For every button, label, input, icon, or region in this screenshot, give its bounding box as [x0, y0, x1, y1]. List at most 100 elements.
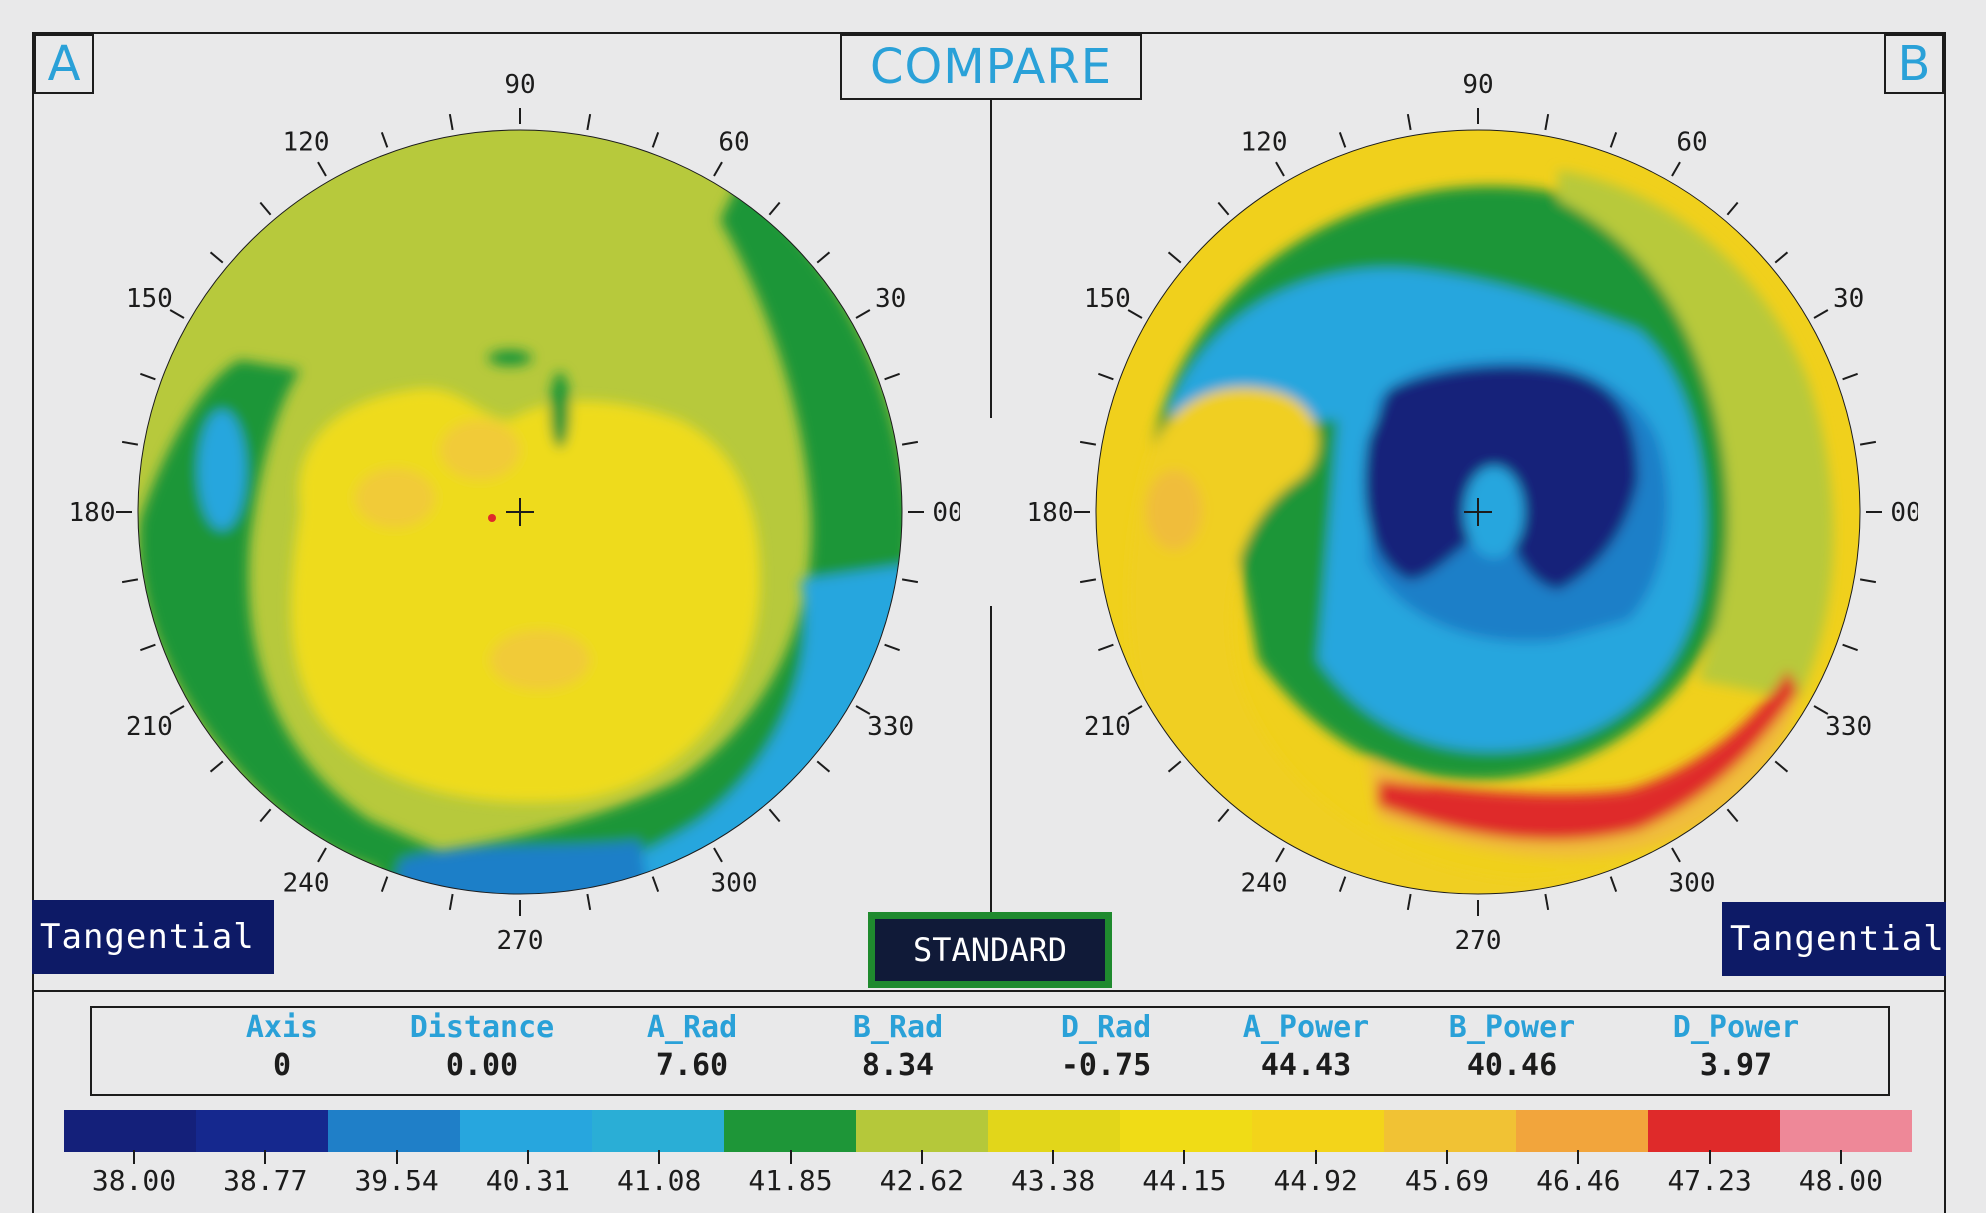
- map-b-axis-label: 300: [1669, 869, 1716, 899]
- stat-label: Axis: [245, 1010, 319, 1045]
- stat-label: D_Power: [1672, 1010, 1800, 1045]
- standard-scale-button[interactable]: STANDARD: [868, 912, 1112, 988]
- map-a-tick: [259, 201, 272, 216]
- map-a-axis-label: 300: [711, 869, 758, 899]
- map-b-tick: [1079, 578, 1097, 584]
- map-b-tick: [1859, 440, 1877, 446]
- map-b-tick: [1842, 372, 1858, 381]
- color-scale-segment: [196, 1110, 328, 1152]
- stat-value: 0: [272, 1048, 292, 1083]
- map-a-axis-label: 240: [283, 869, 330, 899]
- map-b-tick: [1079, 440, 1097, 446]
- color-scale-label: 44.15: [1142, 1164, 1227, 1197]
- map-b-axis-label: 120: [1241, 127, 1288, 157]
- color-scale-tick: [1183, 1150, 1186, 1164]
- map-b-axis-label: 90: [1462, 70, 1493, 100]
- color-scale-tick: [789, 1150, 792, 1164]
- map-b-axis-label: 30: [1833, 284, 1864, 314]
- stat-value: 40.46: [1466, 1048, 1558, 1083]
- map-a-tick: [448, 893, 454, 911]
- map-b-tick: [1127, 309, 1143, 319]
- color-scale-label: 40.31: [485, 1164, 571, 1197]
- map-a-tick: [448, 113, 454, 131]
- color-scale-segment: [1120, 1110, 1252, 1152]
- map-a-tick: [317, 161, 327, 177]
- map-b-axis-label: 270: [1455, 926, 1502, 956]
- map-a-topography[interactable]: 90 60 30 00 330 300 270 240 210 180 150 120: [40, 60, 960, 960]
- color-scale-label: 39.54: [354, 1164, 439, 1197]
- map-b-topography[interactable]: 90 60 30 00 330 300 270 240 210 180 150 120: [998, 60, 1918, 960]
- map-a-tick: [586, 113, 592, 131]
- map-b-tick: [1726, 808, 1739, 823]
- color-scale-label: 41.85: [748, 1164, 833, 1197]
- color-scale-tick: [1314, 1150, 1317, 1164]
- map-b-tick: [1671, 161, 1681, 177]
- stat-b-rad: B_Rad 8.34: [798, 1008, 998, 1084]
- map-a-axis-label: 270: [497, 926, 544, 956]
- map-a-tick: [768, 808, 781, 823]
- color-scale-tick: [526, 1150, 529, 1164]
- map-a-tick: [317, 847, 327, 863]
- color-scale-tick: [1446, 1150, 1448, 1164]
- map-a-tick: [651, 132, 660, 148]
- color-scale-label: 38.00: [91, 1164, 177, 1197]
- map-a-mode-label[interactable]: Tangential: [32, 900, 274, 974]
- map-a-axis-label: 60: [718, 127, 749, 157]
- map-a-tick: [380, 876, 389, 892]
- stat-a-rad: A_Rad 7.60: [592, 1008, 792, 1084]
- map-b-tick: [1859, 578, 1877, 584]
- map-a-tick: [140, 372, 156, 381]
- map-b-tick: [1127, 705, 1143, 715]
- map-b-tick: [1217, 201, 1230, 216]
- map-b-color-regions: [1096, 130, 1860, 894]
- map-b-axis-label: 180: [1027, 498, 1074, 528]
- map-b-tick: [1275, 847, 1285, 863]
- map-a-tick: [855, 705, 871, 715]
- map-b-tick: [1098, 372, 1114, 381]
- stat-d-rad: D_Rad -0.75: [1006, 1008, 1206, 1084]
- color-scale-tick: [264, 1150, 267, 1164]
- map-a-tick: [816, 251, 831, 264]
- map-b-axis-label: 210: [1084, 712, 1131, 742]
- map-a-tick: [380, 132, 389, 148]
- map-a-tick: [901, 578, 919, 584]
- map-b-axis-label: 150: [1084, 284, 1131, 314]
- stat-label: B_Power: [1448, 1010, 1576, 1045]
- stat-axis: Axis 0: [182, 1008, 382, 1084]
- color-scale-label: 43.38: [1010, 1164, 1096, 1197]
- stat-value: -0.75: [1060, 1048, 1152, 1083]
- map-a-tick: [121, 578, 139, 584]
- color-scale-bar: [64, 1110, 1912, 1152]
- map-b-axis-label: 60: [1676, 127, 1707, 157]
- center-divider: [990, 100, 992, 418]
- color-scale-label: 41.08: [617, 1164, 702, 1197]
- map-b-tick: [1098, 643, 1114, 652]
- color-scale-label: 44.92: [1273, 1164, 1358, 1197]
- map-a-axis-label: 00: [932, 498, 960, 528]
- stat-distance: Distance 0.00: [382, 1008, 582, 1084]
- color-scale-segment: [856, 1110, 988, 1152]
- stat-value: 3.97: [1699, 1048, 1773, 1083]
- color-scale-label: 48.00: [1798, 1164, 1884, 1197]
- map-a-tick: [140, 643, 156, 652]
- stat-a-power: A_Power 44.43: [1206, 1008, 1406, 1084]
- map-a-axis-label: 150: [126, 284, 173, 314]
- color-scale-label: 38.77: [223, 1164, 308, 1197]
- color-scale-segment: [724, 1110, 856, 1152]
- map-b-axis-label: 00: [1890, 498, 1918, 528]
- bottom-divider: [32, 990, 1946, 992]
- map-a-tick: [259, 808, 272, 823]
- map-a-tick: [713, 847, 723, 863]
- map-b-mode-label[interactable]: Tangential: [1722, 902, 1946, 976]
- map-a-tick: [884, 372, 900, 381]
- map-b-tick: [1406, 893, 1412, 911]
- map-a-tick: [901, 440, 919, 446]
- color-scale-label: 46.46: [1536, 1164, 1621, 1197]
- map-a-axis-label: 180: [69, 498, 116, 528]
- map-b-tick: [1609, 132, 1618, 148]
- color-scale-segment: [1516, 1110, 1648, 1152]
- map-b-axis-labels: 90 60 30 00 330 300 270 240 210 180 150 120: [1027, 70, 1918, 956]
- map-b-tick: [1726, 201, 1739, 216]
- map-a-axis-label: 90: [504, 70, 535, 100]
- map-a-tick: [586, 893, 592, 911]
